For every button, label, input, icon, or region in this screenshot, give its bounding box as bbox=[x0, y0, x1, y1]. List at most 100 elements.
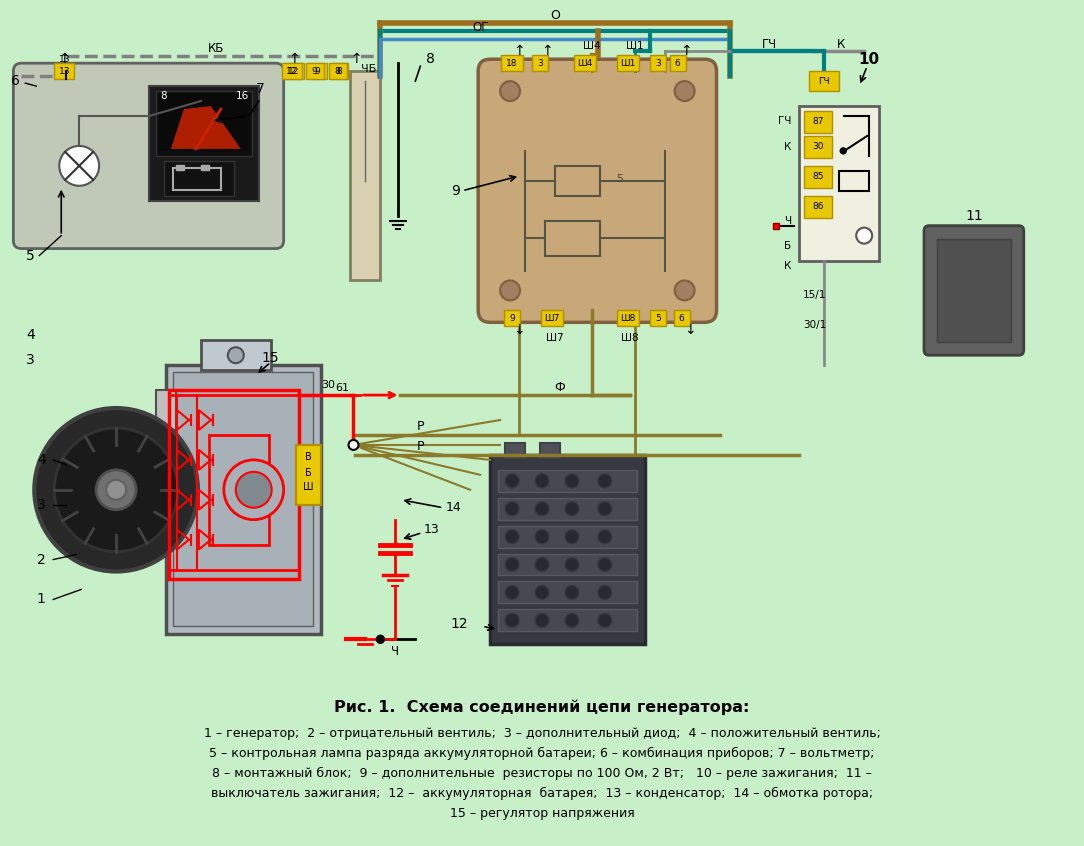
Bar bbox=[156, 490, 176, 530]
Bar bbox=[282, 63, 301, 80]
Bar bbox=[804, 195, 833, 217]
Text: 18: 18 bbox=[506, 58, 518, 68]
Text: 12: 12 bbox=[286, 67, 297, 75]
Text: ↑: ↑ bbox=[59, 52, 70, 66]
Text: 8: 8 bbox=[426, 52, 435, 66]
Text: 2: 2 bbox=[37, 552, 46, 567]
Text: Ч: Ч bbox=[391, 645, 399, 657]
Bar bbox=[201, 340, 271, 371]
Text: Б: Б bbox=[784, 240, 791, 250]
Text: 14: 14 bbox=[446, 501, 461, 514]
Text: 13: 13 bbox=[59, 55, 70, 63]
Bar bbox=[306, 63, 323, 80]
FancyBboxPatch shape bbox=[478, 59, 717, 322]
Text: К: К bbox=[784, 261, 791, 271]
Polygon shape bbox=[159, 93, 248, 151]
Bar bbox=[499, 525, 636, 547]
Text: 6: 6 bbox=[674, 58, 681, 68]
Bar bbox=[209, 435, 269, 545]
Text: ↑: ↑ bbox=[513, 44, 525, 58]
Circle shape bbox=[598, 558, 611, 572]
Text: 8: 8 bbox=[337, 67, 343, 75]
Circle shape bbox=[565, 474, 579, 488]
Bar bbox=[284, 63, 304, 80]
Text: 3: 3 bbox=[655, 58, 660, 68]
Circle shape bbox=[535, 613, 549, 628]
Circle shape bbox=[106, 480, 126, 500]
Circle shape bbox=[348, 440, 359, 450]
Circle shape bbox=[674, 281, 695, 300]
Text: 9: 9 bbox=[509, 314, 515, 323]
Bar bbox=[490, 455, 645, 645]
Circle shape bbox=[674, 81, 695, 101]
Text: 8 – монтажный блок;  9 – дополнительные  резисторы по 100 Ом, 2 Вт;   10 – реле : 8 – монтажный блок; 9 – дополнительные р… bbox=[212, 766, 872, 780]
Circle shape bbox=[505, 613, 519, 628]
Text: К: К bbox=[837, 38, 846, 51]
Bar bbox=[499, 553, 636, 575]
Bar bbox=[504, 310, 520, 327]
Text: ОГ: ОГ bbox=[472, 21, 489, 34]
Text: 30: 30 bbox=[813, 142, 824, 151]
FancyBboxPatch shape bbox=[13, 63, 284, 249]
Circle shape bbox=[598, 613, 611, 628]
Circle shape bbox=[535, 502, 549, 516]
Text: 8: 8 bbox=[335, 67, 340, 75]
Bar bbox=[617, 310, 638, 327]
Text: 15/1: 15/1 bbox=[802, 290, 826, 300]
Bar bbox=[505, 443, 525, 458]
Circle shape bbox=[856, 228, 873, 244]
Text: 4: 4 bbox=[37, 453, 46, 467]
Text: Ш1: Ш1 bbox=[620, 58, 635, 68]
Circle shape bbox=[236, 472, 272, 508]
Circle shape bbox=[505, 502, 519, 516]
Circle shape bbox=[598, 585, 611, 600]
Text: 9: 9 bbox=[312, 67, 318, 75]
Circle shape bbox=[565, 530, 579, 544]
Circle shape bbox=[96, 470, 137, 509]
Bar bbox=[156, 91, 251, 156]
Text: 30/1: 30/1 bbox=[802, 321, 826, 330]
Circle shape bbox=[598, 474, 611, 488]
Text: 7: 7 bbox=[256, 82, 264, 96]
Bar bbox=[176, 165, 184, 170]
Bar bbox=[169, 390, 298, 580]
Text: ↑: ↑ bbox=[680, 44, 692, 58]
Text: 86: 86 bbox=[813, 202, 824, 212]
Text: Ф: Ф bbox=[555, 381, 566, 393]
Text: Ч: Ч bbox=[784, 216, 791, 226]
Text: КБ: КБ bbox=[208, 41, 224, 55]
Text: ↑: ↑ bbox=[541, 44, 553, 58]
Bar bbox=[617, 55, 638, 71]
Bar bbox=[173, 372, 312, 626]
Circle shape bbox=[535, 558, 549, 572]
Text: 6: 6 bbox=[679, 314, 684, 323]
Text: 11: 11 bbox=[965, 209, 983, 222]
Text: 16: 16 bbox=[236, 91, 249, 101]
Text: 8: 8 bbox=[160, 91, 167, 101]
Text: Ш4: Ш4 bbox=[583, 41, 601, 52]
Text: Ш1: Ш1 bbox=[625, 41, 644, 52]
Circle shape bbox=[565, 613, 579, 628]
Text: ↓: ↓ bbox=[513, 323, 525, 338]
Text: 6: 6 bbox=[11, 74, 21, 88]
Bar bbox=[541, 310, 563, 327]
Text: 87: 87 bbox=[813, 118, 824, 127]
Text: ЧБ: ЧБ bbox=[361, 64, 376, 74]
Text: ↓: ↓ bbox=[684, 323, 696, 338]
Bar bbox=[173, 168, 221, 190]
Text: ↑: ↑ bbox=[350, 52, 361, 66]
Bar bbox=[296, 445, 321, 505]
Circle shape bbox=[565, 558, 579, 572]
Text: ↑: ↑ bbox=[288, 52, 299, 66]
Bar bbox=[540, 443, 560, 458]
Text: ГЧ: ГЧ bbox=[778, 116, 791, 126]
Bar bbox=[810, 71, 839, 91]
Text: 30: 30 bbox=[322, 380, 336, 390]
Circle shape bbox=[535, 530, 549, 544]
Circle shape bbox=[535, 474, 549, 488]
Text: 5: 5 bbox=[617, 173, 623, 184]
Circle shape bbox=[598, 502, 611, 516]
Circle shape bbox=[35, 408, 198, 572]
Bar bbox=[804, 136, 833, 158]
Bar bbox=[201, 165, 209, 170]
